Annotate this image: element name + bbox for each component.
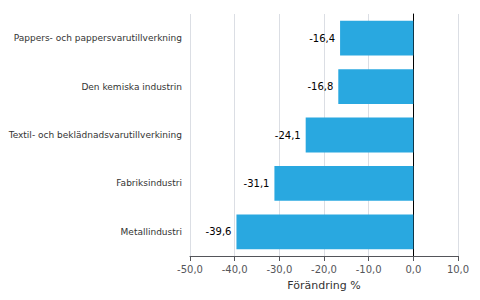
svg-text:Metallindustri: Metallindustri [121,227,182,237]
svg-text:-40,0: -40,0 [222,264,248,275]
svg-text:-24,1: -24,1 [275,130,301,141]
svg-text:-20,0: -20,0 [311,264,337,275]
svg-text:10,0: 10,0 [447,264,469,275]
svg-text:-50,0: -50,0 [177,264,203,275]
svg-text:-39,6: -39,6 [206,226,232,237]
svg-text:0,0: 0,0 [405,264,421,275]
svg-text:Fabriksindustri: Fabriksindustri [116,178,182,188]
svg-text:Förändring %: Förändring % [287,279,360,292]
svg-text:Den kemiska industrin: Den kemiska industrin [81,82,182,92]
svg-text:Textil- och beklädnadsvarutill: Textil- och beklädnadsvarutillverkining [8,130,182,140]
svg-text:-30,0: -30,0 [266,264,292,275]
svg-text:Pappers- och pappersvarutillve: Pappers- och pappersvarutillverkning [14,33,182,43]
svg-text:-16,8: -16,8 [307,81,333,92]
svg-text:-10,0: -10,0 [356,264,382,275]
svg-text:-31,1: -31,1 [244,178,270,189]
svg-text:-16,4: -16,4 [309,33,335,44]
